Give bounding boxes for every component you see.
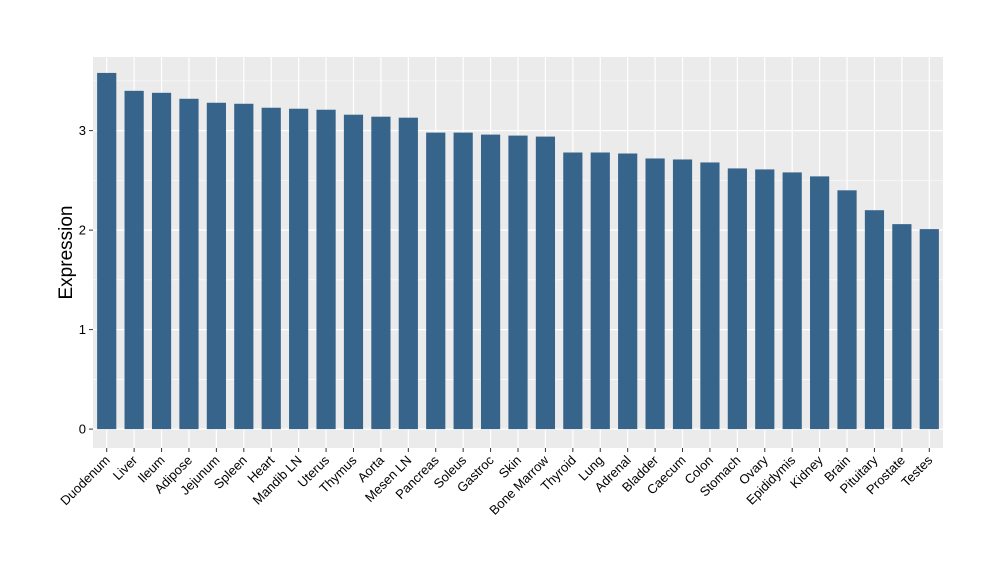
bar-bone-marrow xyxy=(535,136,556,430)
bar-mesen-ln xyxy=(398,117,418,430)
bar-colon xyxy=(700,162,720,430)
bar-lung xyxy=(590,152,610,430)
bar-mandib-ln xyxy=(289,108,309,430)
bar-bladder xyxy=(645,158,665,430)
bars xyxy=(97,72,939,430)
bar-adrenal xyxy=(618,153,638,430)
bar-uterus xyxy=(316,109,336,430)
bar-pancreas xyxy=(426,132,446,430)
bar-liver xyxy=(124,90,144,430)
bar-duodenum xyxy=(97,72,117,430)
bar-brain xyxy=(837,190,857,430)
bar-soleus xyxy=(453,132,473,430)
bar-caecum xyxy=(672,159,693,430)
x-tick-label: Liver xyxy=(110,452,141,483)
x-tick-label: Duodenum xyxy=(57,453,113,509)
y-axis: 0 1 2 3 xyxy=(79,123,93,437)
bar-pituitary xyxy=(864,210,885,430)
bar-thyroid xyxy=(563,152,583,430)
y-tick-label: 2 xyxy=(79,223,86,238)
x-axis: DuodenumLiverIleumAdiposeJejunumSpleenHe… xyxy=(57,448,936,518)
bar-aorta xyxy=(371,116,391,430)
bar-kidney xyxy=(810,176,830,430)
bar-skin xyxy=(508,135,528,430)
x-tick-label: Testes xyxy=(898,452,936,490)
bar-ileum xyxy=(151,92,172,430)
bar-gastroc xyxy=(480,134,501,430)
y-axis-title: Expression xyxy=(56,206,77,300)
y-tick-label: 3 xyxy=(79,123,86,138)
y-tick-label: 0 xyxy=(79,422,86,437)
bar-stomach xyxy=(727,168,747,430)
y-tick-label: 1 xyxy=(79,322,86,337)
bar-jejunum xyxy=(206,102,226,430)
bar-adipose xyxy=(179,98,199,430)
bar-prostate xyxy=(892,224,912,430)
bar-ovary xyxy=(755,169,775,430)
bar-heart xyxy=(261,107,281,430)
bar-epididymis xyxy=(782,172,802,430)
bar-spleen xyxy=(234,103,254,430)
bar-testes xyxy=(919,229,939,430)
bar-thymus xyxy=(343,114,364,430)
